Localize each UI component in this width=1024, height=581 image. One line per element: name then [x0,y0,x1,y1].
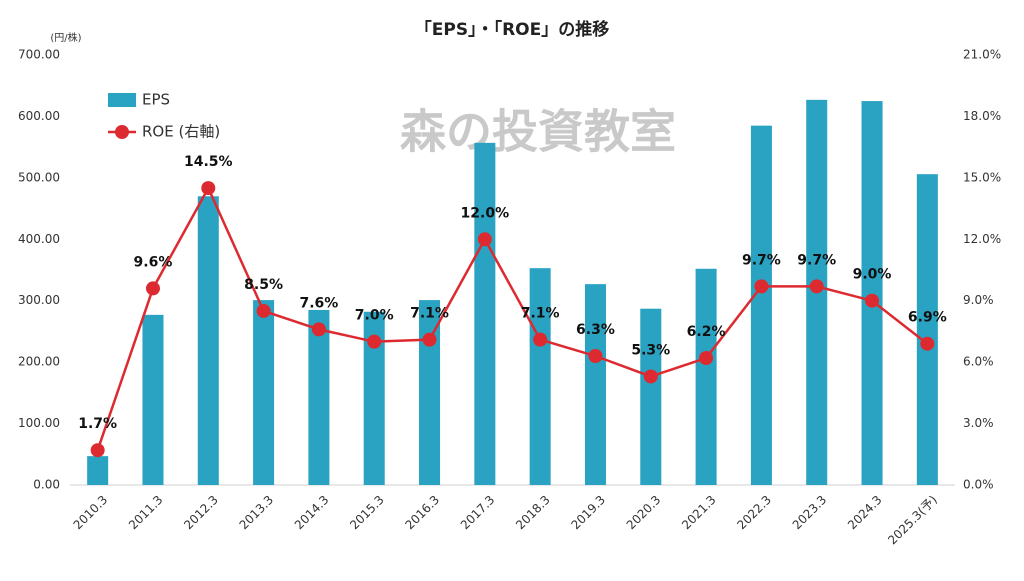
bar [916,174,938,485]
y-tick-label: 400.00 [18,232,60,246]
data-label: 6.3% [576,322,615,338]
x-tick-label: 2022.3 [734,493,774,533]
watermark: 森の投資教室 [400,105,676,159]
marker [588,349,603,363]
x-tick-label: 2018.3 [513,493,553,533]
bar [253,300,275,485]
x-tick-label: 2014.3 [292,493,332,533]
x-tick-label: 2016.3 [403,493,443,533]
data-label: 8.5% [244,277,283,293]
data-label: 6.9% [908,310,947,326]
data-label: 7.0% [355,308,394,324]
x-tick-label: 2019.3 [568,493,608,533]
legend-marker [115,125,129,139]
legend-swatch [108,93,136,107]
bar [584,284,606,485]
x-tick-label: 2013.3 [237,493,277,533]
legend-label: EPS [142,91,170,109]
marker [920,336,935,351]
x-tick-label: 2015.3 [347,493,387,533]
data-label: 7.1% [410,306,449,322]
data-label: 5.3% [631,342,670,358]
y2-tick-label: 9.0% [963,293,994,307]
marker [256,303,271,318]
marker [145,281,160,296]
y2-tick-label: 3.0% [963,416,994,430]
marker [477,232,492,247]
x-tick-label: 2025.3(予) [885,493,940,548]
y-unit: (円/株) [50,31,81,44]
legend-label: ROE (右軸) [142,123,220,141]
x-tick-label: 2024.3 [845,493,885,533]
data-label: 9.6% [134,254,173,270]
chart-title: 「EPS」・「ROE」の推移 [415,19,609,40]
data-label: 1.7% [78,416,117,432]
bar [640,308,662,485]
data-label: 6.2% [687,324,726,340]
bar [363,311,385,485]
data-label: 9.7% [742,252,781,268]
y2-tick-label: 18.0% [963,109,1001,123]
data-label: 9.7% [797,252,836,268]
data-label: 7.1% [521,306,560,322]
marker [311,322,326,337]
x-tick-label: 2012.3 [181,493,221,533]
x-tick-label: 2011.3 [126,493,166,533]
marker [422,332,437,347]
bar [861,101,883,486]
y-tick-label: 200.00 [18,355,60,369]
bar [750,125,772,486]
data-label: 12.0% [461,205,510,221]
marker [754,279,769,294]
x-tick-label: 2023.3 [790,493,830,533]
marker [699,351,714,366]
line [96,185,929,451]
bar [695,268,717,485]
marker [367,334,382,349]
y2-tick-label: 15.0% [963,170,1001,184]
y-tick-label: 500.00 [18,170,60,184]
bar [419,300,441,485]
bar [87,456,109,485]
data-label: 9.0% [853,267,892,283]
marker [643,369,658,384]
bar [197,196,219,486]
y2-tick-label: 0.0% [963,478,994,492]
data-label: 14.5% [184,154,233,170]
marker [533,332,548,347]
marker [90,443,105,458]
bar [474,142,496,486]
x-tick-label: 2010.3 [71,493,111,533]
y-tick-label: 600.00 [18,109,60,123]
marker [201,181,216,196]
bar [529,268,551,485]
y-tick-label: 300.00 [18,293,60,307]
x-tick-label: 2020.3 [624,493,664,533]
y-tick-label: 100.00 [18,416,60,430]
y2-tick-label: 6.0% [963,355,994,369]
bar [142,314,164,485]
y-tick-label: 0.00 [33,478,60,492]
x-tick-label: 2017.3 [458,493,498,533]
y2-tick-label: 21.0% [963,48,1001,62]
y2-tick-label: 12.0% [963,232,1001,246]
data-label: 7.6% [299,295,338,311]
y-tick-label: 700.00 [18,48,60,62]
marker [865,293,880,308]
bar [308,309,330,485]
marker [809,279,824,294]
x-tick-label: 2021.3 [679,493,719,533]
